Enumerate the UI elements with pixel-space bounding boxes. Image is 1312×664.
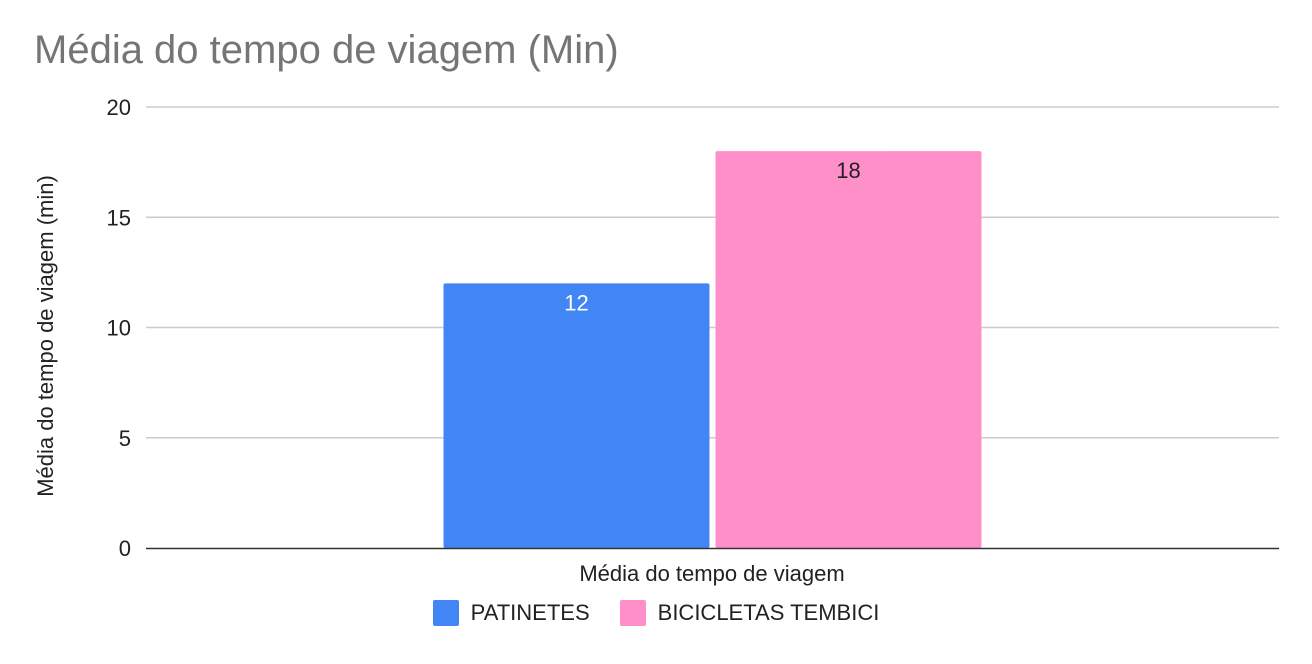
x-axis-title: Média do tempo de viagem: [579, 561, 844, 586]
bar-value-label: 18: [836, 158, 860, 183]
chart-title: Média do tempo de viagem (Min): [34, 28, 619, 72]
legend-label: PATINETES: [470, 600, 590, 625]
legend-label: BICICLETAS TEMBICI: [657, 600, 880, 625]
legend-item: PATINETES: [432, 600, 590, 626]
y-axis-title: Média do tempo de viagem (min): [33, 175, 58, 497]
legend: PATINETES BICICLETAS TEMBICI: [0, 600, 1312, 626]
bar-patinetes: [443, 283, 710, 548]
bar-bicicletas-tembici: [715, 151, 982, 548]
y-tick-label: 20: [107, 95, 131, 120]
y-tick-label: 5: [119, 426, 131, 451]
legend-swatch: [619, 600, 646, 626]
gridlines: [146, 106, 1279, 439]
bars: 12 18: [443, 151, 982, 548]
y-axis-ticks: 0 5 10 15 20: [107, 95, 131, 561]
bar-value-label: 12: [564, 290, 588, 315]
legend-item: BICICLETAS TEMBICI: [619, 600, 880, 626]
y-tick-label: 0: [119, 536, 131, 561]
y-tick-label: 10: [107, 316, 131, 341]
y-tick-label: 15: [107, 205, 131, 230]
legend-swatch: [432, 600, 459, 626]
